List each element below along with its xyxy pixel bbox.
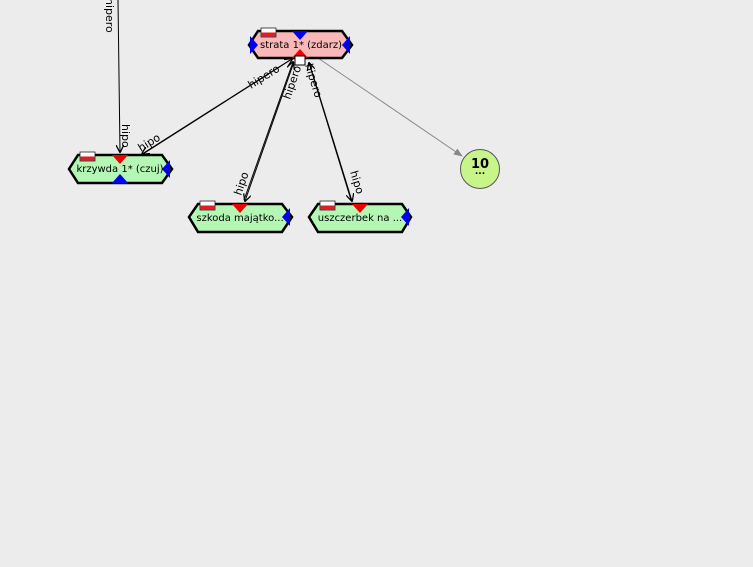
node-label-krzywda: krzywda 1* (czuj) [76, 164, 163, 175]
handle-right-blue[interactable] [282, 208, 290, 226]
handle-top-blue[interactable] [292, 31, 308, 40]
edge-label-szkoda-hipo: hipo [232, 170, 252, 197]
handle-top-red[interactable] [352, 204, 368, 213]
flag-icon [260, 27, 277, 38]
edge-label-uszczerbek-hipo: hipo [347, 169, 366, 196]
handle-top-red[interactable] [112, 155, 128, 164]
edge-strata-szkoda[interactable]: hipo hipero [232, 62, 305, 201]
more-nodes-count: 10 [471, 157, 489, 172]
edge-label-szkoda-hipero: hipero [281, 64, 305, 101]
node-label-szkoda: szkoda majątko... [196, 213, 283, 224]
node-szkoda[interactable]: szkoda majątko... [187, 200, 294, 234]
edge-label-uszczerbek-hipero: hipero [302, 62, 325, 99]
more-nodes-circle[interactable]: 10 ... [460, 149, 500, 189]
flag-icon [79, 151, 96, 162]
connector-box [294, 55, 306, 66]
more-nodes-ellipsis: ... [475, 167, 485, 177]
edge-label-krzywda-hipo-vertical: hipo [119, 124, 132, 148]
edge-top-to-krzywda[interactable]: hipero hipo [103, 0, 132, 152]
flag-icon [199, 200, 216, 211]
node-strata[interactable]: strata 1* (zdarz) [247, 27, 354, 66]
edge-krzywda-strata[interactable]: hipo hipero [136, 59, 292, 155]
node-label-strata: strata 1* (zdarz) [260, 40, 342, 51]
node-label-uszczerbek: uszczerbek na ... [318, 213, 402, 224]
node-uszczerbek[interactable]: uszczerbek na ... [307, 200, 413, 234]
edge-label-krzywda-hipo: hipo [136, 131, 163, 155]
flag-icon [319, 200, 336, 211]
edge-label-strata-hipero-krzywda: hipero [246, 62, 283, 92]
edge-label-top-hipero: hipero [103, 0, 116, 33]
node-krzywda[interactable]: krzywda 1* (czuj) [67, 151, 174, 185]
handle-right-blue[interactable] [162, 160, 170, 178]
handle-right-blue[interactable] [342, 36, 350, 54]
handle-top-red[interactable] [232, 204, 248, 213]
handle-bottom-blue[interactable] [112, 174, 128, 183]
edge-strata-uszczerbek[interactable]: hipero hipo [302, 62, 367, 201]
edge-strata-more[interactable] [317, 57, 463, 157]
handle-left-blue[interactable] [250, 36, 258, 54]
handle-right-blue[interactable] [401, 208, 409, 226]
